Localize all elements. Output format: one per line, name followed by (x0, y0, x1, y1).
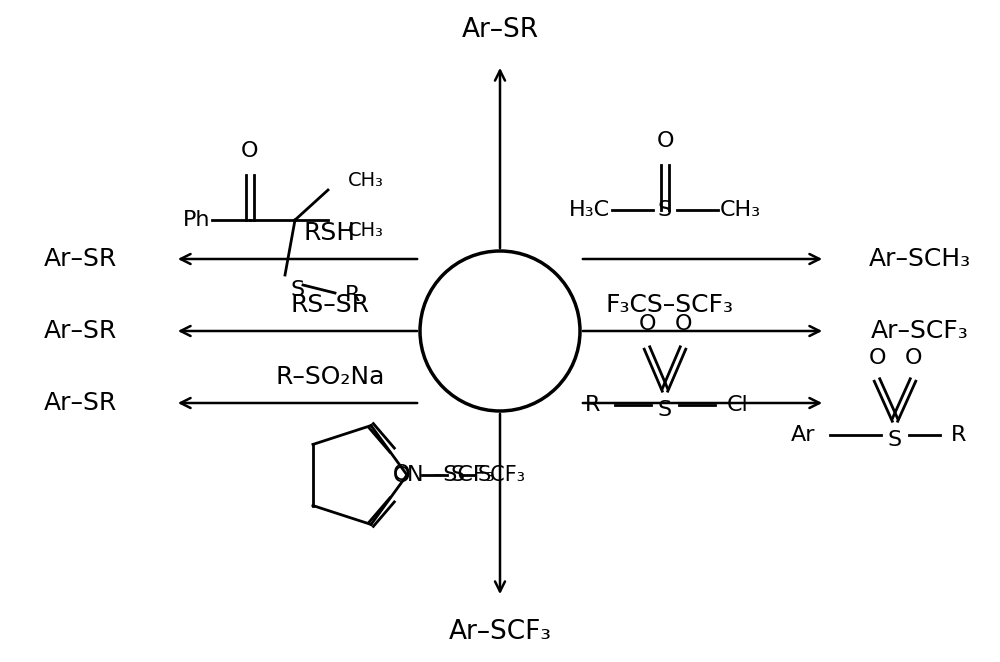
Text: Cl: Cl (727, 395, 749, 415)
Text: S: S (888, 430, 902, 450)
Text: H₃C: H₃C (569, 200, 610, 220)
Text: O: O (392, 465, 410, 485)
Text: RSH: RSH (304, 221, 356, 245)
Text: Ar-H: Ar-H (472, 318, 528, 344)
Text: Ph: Ph (182, 210, 210, 230)
Text: CH₃: CH₃ (348, 171, 384, 189)
Text: Ar–SCF₃: Ar–SCF₃ (871, 319, 969, 343)
Text: O: O (638, 314, 656, 334)
Text: S: S (658, 200, 672, 220)
Text: F₃CS–SCF₃: F₃CS–SCF₃ (606, 293, 734, 317)
Text: R: R (585, 395, 600, 415)
Circle shape (420, 251, 580, 411)
Text: O: O (904, 348, 922, 368)
Text: O: O (674, 314, 692, 334)
Text: R: R (345, 285, 360, 305)
Text: O: O (868, 348, 886, 368)
Text: Ar–SR: Ar–SR (43, 391, 117, 415)
Text: R: R (951, 425, 966, 445)
Text: CH₃: CH₃ (720, 200, 761, 220)
Text: S: S (450, 465, 464, 485)
Text: S: S (658, 400, 672, 420)
Text: CH₃: CH₃ (348, 220, 384, 240)
Text: Ar–SR: Ar–SR (43, 319, 117, 343)
Text: RS–SR: RS–SR (290, 293, 370, 317)
Text: S: S (290, 280, 304, 300)
Text: Ar–SR: Ar–SR (461, 17, 539, 43)
Text: R–SO₂Na: R–SO₂Na (275, 365, 385, 389)
Text: Ar–SCF₃: Ar–SCF₃ (448, 619, 552, 645)
Text: O: O (241, 141, 259, 161)
Text: Ar–SCH₃: Ar–SCH₃ (869, 247, 971, 271)
Text: SCF₃: SCF₃ (478, 465, 526, 485)
Text: O: O (656, 131, 674, 151)
Text: O: O (392, 465, 410, 485)
Text: Ar: Ar (790, 425, 815, 445)
Text: N: N (407, 465, 424, 485)
Text: Ar–SR: Ar–SR (43, 247, 117, 271)
Text: –SCF₃: –SCF₃ (433, 465, 496, 485)
